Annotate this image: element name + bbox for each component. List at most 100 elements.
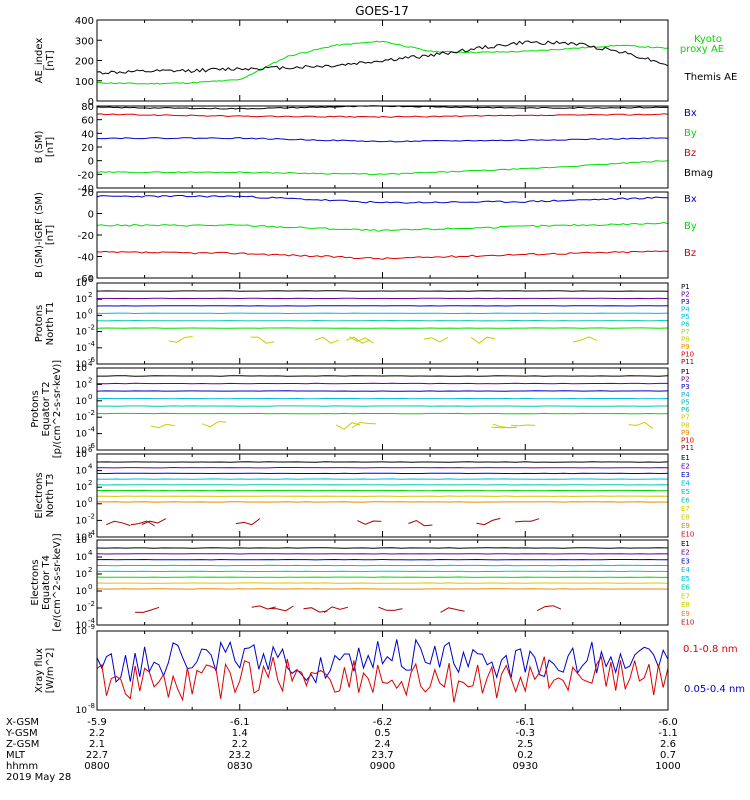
y-tick-label: 400 [75,16,94,27]
y-tick-label: 10 [76,430,88,440]
panel-2: B (SM) [nT] -40 -20 0 20 40 60 80 Bx By Bz Bmag [34,102,713,195]
series-line [96,113,669,118]
legend-entry: P8 [681,421,690,429]
legend-entry: E8 [681,514,690,522]
footer-row-label: Y-GSM [5,728,38,739]
footer-row-label: X-GSM [6,717,39,728]
y-tick-label: 300 [75,36,94,47]
y-tick-exponent: -2 [88,409,95,417]
series-line [96,40,669,85]
xray-long-line [96,655,669,703]
y-tick-exponent: 2 [88,376,92,384]
footer-value: 0.5 [375,728,391,739]
panel-3: B (SM)-IGRF (SM) [nT] -60 -40 -20 0 20 Bx By Bz [34,188,697,285]
y-tick-label: 10 [76,344,88,354]
y-tick-label: 10 [76,706,88,716]
y-tick-label: -60 [78,274,94,285]
y-tick-exponent: 4 [88,463,93,471]
panel-frame [96,630,669,711]
flux-segment [511,424,536,427]
legend-entry: Bz [684,148,696,159]
y-tick-label: 10 [76,627,88,637]
y-tick-label: 10 [76,516,88,526]
series-line [96,195,668,204]
y-tick-exponent: 2 [88,479,92,487]
footer-value: 2.4 [375,739,391,750]
footer-value: 1000 [655,761,680,772]
y-tick-exponent: 4 [88,549,93,557]
legend-entry: E10 [681,619,694,627]
xray-short-line [96,638,669,685]
legend-entry: By [684,221,697,232]
legend-entry: E6 [681,497,690,505]
flux-segment [515,518,540,523]
y-tick-label: 60 [81,116,94,127]
footer-value: 2.2 [89,728,105,739]
panel-frame [96,453,669,538]
legend-entry: Bz [684,248,696,259]
panel-frame [96,539,669,626]
footer-value: 2.2 [232,739,248,750]
legend-kyoto: proxy AE [680,44,724,55]
y-tick-exponent: 0 [88,393,92,401]
legend-entry: P9 [681,429,690,437]
flux-segment [303,607,328,613]
y-tick-label: 100 [75,77,94,88]
legend-entry: E5 [681,488,690,496]
y-axis-label: [nT] [45,137,56,157]
y-axis-label: Equator T4 [41,555,52,610]
y-tick-exponent: 0 [88,583,92,591]
y-tick-label: 10 [76,483,88,493]
legend-entry: P1 [681,368,690,376]
legend-entry: P3 [681,383,690,391]
legend-entry: P6 [681,406,690,414]
flux-segment [492,423,518,429]
y-axis-label: Protons [30,390,41,427]
flux-segment [250,336,275,344]
y-tick-label: 40 [81,129,94,140]
series-line [96,40,669,75]
y-tick-exponent: -8 [88,702,95,710]
y-tick-label: -20 [78,170,94,181]
legend-entry: P7 [681,414,690,422]
y-tick-label: 10 [76,553,88,563]
footer-value: 0830 [227,761,252,772]
flux-segment [269,605,294,612]
footer-value: 0.2 [517,750,533,761]
y-tick-label: -20 [78,231,94,242]
y-tick-exponent: -9 [88,623,95,631]
footer-value: -0.3 [515,728,535,739]
legend-entry: E9 [681,522,690,530]
panel-frame [96,367,669,451]
legend-entry: P7 [681,328,690,336]
y-axis-label: B (SM) [34,130,45,163]
footer-value: 2.5 [517,739,533,750]
y-tick-label: 10 [76,311,88,321]
y-tick-label: 10 [76,570,88,580]
legend-entry: P2 [681,291,690,299]
legend-entry: P2 [681,376,690,384]
y-tick-label: 20 [81,143,94,154]
legend-entry: P6 [681,321,690,329]
footer-value: 0900 [370,761,395,772]
y-tick-label: -40 [78,253,94,264]
footer-value: 0.7 [660,750,676,761]
legend-entry: E6 [681,584,690,592]
y-axis-label: [e/(cm^2-s-sr-keV)] [52,533,63,631]
flux-segment [423,336,449,343]
footer-value: -5.9 [87,717,107,728]
legend-entry: P10 [681,437,694,445]
flux-segment [408,519,433,527]
y-axis-label: Electrons [34,472,45,518]
y-tick-exponent: -6 [88,356,96,364]
flux-segment [130,520,155,527]
legend-entry: Bx [684,194,697,205]
panel-frame [96,105,669,189]
y-axis-label: B (SM)-IGRF (SM) [34,192,45,278]
legend-entry: P5 [681,398,690,406]
flux-segment [141,518,167,525]
y-axis-label: [nT] [45,225,56,245]
